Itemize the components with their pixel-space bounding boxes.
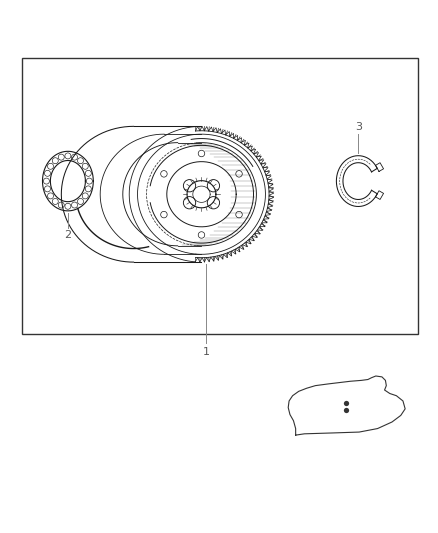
Text: 3: 3 xyxy=(355,122,362,132)
Text: 2: 2 xyxy=(64,230,71,240)
Bar xyxy=(22,59,418,334)
Text: 1: 1 xyxy=(202,347,209,357)
